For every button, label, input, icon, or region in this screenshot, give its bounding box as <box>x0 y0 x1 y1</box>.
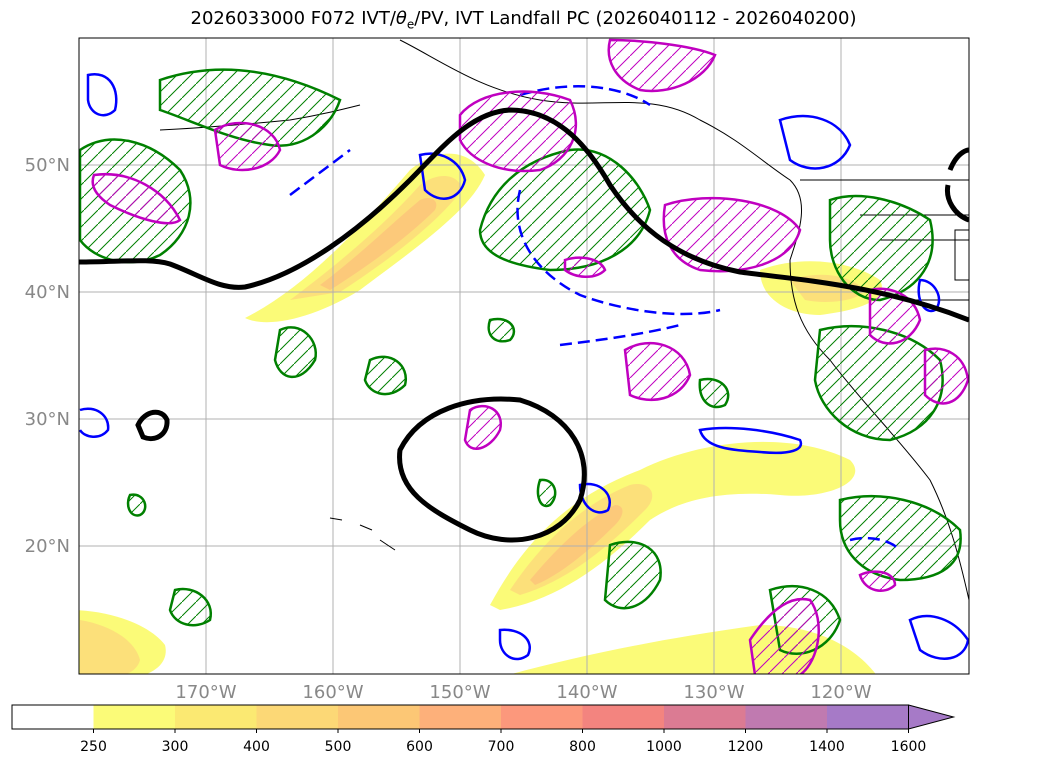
colorbar-tick-label: 1000 <box>646 739 682 755</box>
colorbar-segment <box>501 705 583 729</box>
lon-label-140w: 140°W <box>556 682 617 703</box>
pv-negative-contours <box>289 85 901 551</box>
lon-label-130w: 130°W <box>683 682 744 703</box>
colorbar-tick-label: 400 <box>243 739 270 755</box>
title-main: 2026033000 F072 IVT/ <box>190 8 396 29</box>
landfall-pc-contours <box>91 38 969 674</box>
colorbar-tick-label: 300 <box>162 739 189 755</box>
map-layers <box>79 38 969 674</box>
colorbar-tick-label: 800 <box>569 739 596 755</box>
colorbar-segment <box>256 705 339 729</box>
title-tail: /PV, IVT Landfall PC (2026040112 - 20260… <box>414 8 857 29</box>
colorbar-tick-label: 600 <box>406 739 433 755</box>
colorbar-tick-label: 1400 <box>809 739 845 755</box>
lon-label-120w: 120°W <box>810 682 871 703</box>
lon-label-160w: 160°W <box>302 682 363 703</box>
theta-e-contours <box>79 68 962 655</box>
title-theta: θ <box>395 8 407 29</box>
map-frame <box>78 37 970 675</box>
colorbar: 250 300 400 500 600 700 800 1000 1200 1400 1600 <box>11 704 956 755</box>
lat-label-20n: 20°N <box>25 536 70 557</box>
colorbar-tick-label: 250 <box>80 739 107 755</box>
colorbar-segment <box>745 705 828 729</box>
colorbar-segment <box>338 705 420 729</box>
colorbar-tick-label: 700 <box>488 739 515 755</box>
colorbar-tick-label: 500 <box>325 739 352 755</box>
colorbar-tick-label: 1600 <box>891 739 927 755</box>
colorbar-frame <box>11 704 909 730</box>
colorbar-segment <box>175 705 257 729</box>
plot-title: 2026033000 F072 IVT/θe/PV, IVT Landfall … <box>0 8 1047 32</box>
colorbar-extend-arrow <box>908 704 956 730</box>
colorbar-tick-label: 1200 <box>728 739 764 755</box>
colorbar-segment <box>664 705 746 729</box>
lat-label-30n: 30°N <box>25 409 70 430</box>
lon-label-170w: 170°W <box>175 682 236 703</box>
lon-label-150w: 150°W <box>429 682 490 703</box>
lat-label-40n: 40°N <box>25 282 70 303</box>
colorbar-segment <box>827 705 909 729</box>
colorbar-segment <box>93 705 176 729</box>
lat-label-50n: 50°N <box>25 155 70 176</box>
colorbar-segment <box>12 705 94 729</box>
colorbar-segment <box>419 705 502 729</box>
colorbar-segment <box>582 705 665 729</box>
title-theta-sub: e <box>406 17 415 32</box>
